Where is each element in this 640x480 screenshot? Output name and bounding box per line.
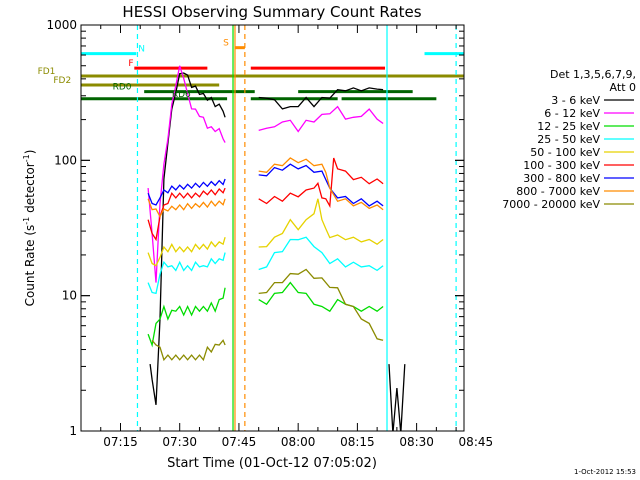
timestamp: 1-Oct-2012 15:53: [574, 468, 636, 476]
y-axis-label: Count Rate (s-1 detector-1): [22, 150, 37, 307]
series-line: [147, 237, 226, 267]
y-tick-label: 1000: [46, 18, 77, 32]
x-tick-label: 08:00: [281, 435, 316, 449]
series-7: [147, 163, 384, 207]
series-layer: [147, 65, 406, 431]
series-9: [151, 268, 384, 362]
series-line: [149, 72, 226, 405]
series-line: [258, 157, 384, 209]
series-line: [258, 163, 384, 207]
flag-label: FD2: [53, 76, 71, 86]
series-line: [388, 364, 406, 431]
x-tick-label: 07:15: [103, 435, 138, 449]
flag-label: RD6: [172, 90, 191, 100]
legend-label: 100 - 300 keV: [523, 159, 600, 172]
x-tick-label: 07:45: [222, 435, 257, 449]
y-tick-label: 1: [69, 424, 77, 438]
x-tick-label: 07:30: [162, 435, 197, 449]
x-tick-label: 08:30: [399, 435, 434, 449]
legend-title: Det 1,3,5,6,7,9,: [550, 68, 636, 81]
series-line: [147, 287, 226, 348]
series-line: [258, 198, 384, 248]
flag-label: RD0: [113, 83, 132, 93]
legend-label: 12 - 25 keV: [537, 120, 600, 133]
chart-title: HESSI Observing Summary Count Rates: [122, 3, 421, 21]
series-line: [147, 252, 226, 295]
y-tick-label: 10: [62, 289, 77, 303]
y-axis: 1 10 100 1000: [46, 18, 464, 438]
series-line: [147, 65, 226, 283]
series-line: [258, 268, 384, 341]
legend-label: 50 - 100 keV: [530, 146, 600, 159]
legend-label: 300 - 800 keV: [523, 172, 600, 185]
legend-label: 800 - 7000 keV: [516, 185, 600, 198]
series-1: [149, 72, 406, 431]
y-tick-label: 100: [54, 153, 77, 167]
series-4: [147, 236, 384, 295]
series-line: [147, 198, 226, 219]
vertical-markers: [136, 25, 457, 431]
legend-label: 7000 - 20000 keV: [502, 198, 600, 211]
x-axis-label: Start Time (01-Oct-12 07:05:02): [167, 456, 377, 471]
legend-label: 25 - 50 keV: [537, 133, 600, 146]
series-line: [258, 281, 384, 313]
legend-label: 3 - 6 keV: [551, 94, 600, 107]
series-line: [258, 157, 384, 211]
series-3: [147, 281, 384, 348]
series-line: [147, 178, 226, 206]
series-8: [147, 157, 384, 219]
x-axis: 07:15 07:30 07:45 08:00 08:15 08:30 08:45: [100, 25, 494, 449]
flag-bars: [81, 46, 464, 101]
series-2: [147, 65, 384, 283]
flag-label: FD1: [38, 67, 56, 77]
flag-label: F: [128, 59, 133, 69]
flag-label: S: [223, 39, 229, 49]
series-5: [147, 198, 384, 267]
x-tick-label: 08:15: [340, 435, 375, 449]
legend-title: Att 0: [610, 81, 636, 94]
x-tick-label: 08:45: [459, 435, 494, 449]
series-line: [258, 87, 384, 110]
series-line: [258, 236, 384, 272]
series-line: [258, 105, 384, 133]
legend-label: 6 - 12 keV: [544, 107, 600, 120]
plot-frame: [80, 24, 465, 432]
series-line: [151, 339, 226, 362]
flag-label: N: [138, 45, 145, 55]
